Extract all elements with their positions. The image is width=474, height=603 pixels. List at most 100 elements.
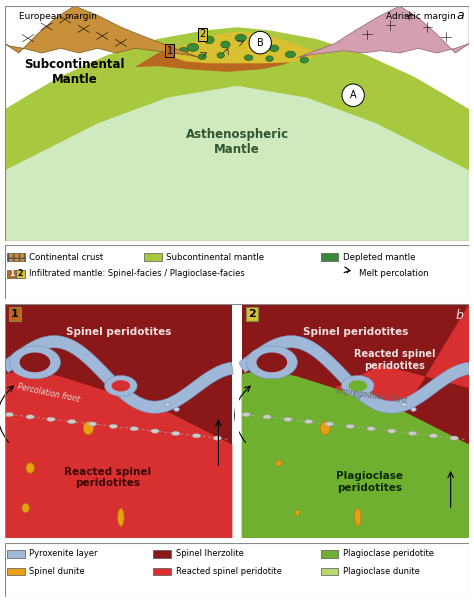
Text: 2: 2 bbox=[18, 270, 23, 279]
Ellipse shape bbox=[172, 431, 180, 435]
Ellipse shape bbox=[221, 41, 230, 48]
Ellipse shape bbox=[275, 461, 282, 466]
Ellipse shape bbox=[151, 429, 159, 433]
Ellipse shape bbox=[388, 429, 396, 433]
Ellipse shape bbox=[47, 417, 55, 421]
Ellipse shape bbox=[192, 434, 201, 438]
Ellipse shape bbox=[213, 436, 221, 440]
Polygon shape bbox=[246, 346, 297, 379]
Polygon shape bbox=[242, 370, 469, 538]
Text: Asthenospheric
Mantle: Asthenospheric Mantle bbox=[185, 128, 289, 156]
Ellipse shape bbox=[266, 56, 273, 62]
Bar bbox=[7, 270, 16, 277]
Bar bbox=[7, 253, 25, 261]
Text: Reacted spinel
peridotites: Reacted spinel peridotites bbox=[354, 349, 436, 371]
Ellipse shape bbox=[409, 431, 417, 435]
Polygon shape bbox=[19, 353, 50, 372]
Text: b: b bbox=[456, 309, 464, 322]
Ellipse shape bbox=[367, 426, 375, 431]
Polygon shape bbox=[1, 336, 233, 413]
Text: 1: 1 bbox=[9, 270, 14, 279]
Ellipse shape bbox=[179, 48, 188, 54]
Bar bbox=[320, 253, 338, 261]
Ellipse shape bbox=[411, 407, 416, 411]
Ellipse shape bbox=[285, 51, 295, 58]
Ellipse shape bbox=[355, 508, 361, 526]
Polygon shape bbox=[335, 304, 469, 412]
Ellipse shape bbox=[284, 417, 292, 421]
Ellipse shape bbox=[304, 420, 313, 424]
Ellipse shape bbox=[26, 463, 35, 473]
Text: Spinel lherzolite: Spinel lherzolite bbox=[176, 549, 244, 558]
Bar bbox=[320, 567, 338, 575]
Polygon shape bbox=[9, 346, 61, 379]
Text: Reacted spinel
peridotites: Reacted spinel peridotites bbox=[64, 467, 151, 488]
Bar bbox=[144, 253, 162, 261]
Ellipse shape bbox=[401, 403, 407, 407]
Text: 2: 2 bbox=[248, 309, 256, 320]
Polygon shape bbox=[256, 353, 287, 372]
Text: Spinel dunite: Spinel dunite bbox=[29, 567, 85, 576]
Ellipse shape bbox=[295, 510, 300, 516]
Text: Infiltrated mantle: Spinel-facies / Plagioclase-facies: Infiltrated mantle: Spinel-facies / Plag… bbox=[29, 270, 245, 279]
Polygon shape bbox=[135, 33, 307, 72]
Ellipse shape bbox=[22, 504, 29, 513]
Ellipse shape bbox=[5, 412, 14, 417]
Ellipse shape bbox=[217, 52, 225, 58]
Ellipse shape bbox=[174, 407, 179, 411]
Text: Subcontinental
Mantle: Subcontinental Mantle bbox=[24, 58, 125, 86]
Ellipse shape bbox=[88, 422, 97, 426]
Polygon shape bbox=[5, 27, 469, 241]
Ellipse shape bbox=[109, 425, 118, 429]
Ellipse shape bbox=[263, 415, 271, 419]
Bar bbox=[242, 304, 469, 538]
Text: Spinel peridotites: Spinel peridotites bbox=[303, 327, 408, 337]
Polygon shape bbox=[105, 376, 137, 396]
Text: European margin: European margin bbox=[18, 11, 97, 21]
Text: Subcontinental mantle: Subcontinental mantle bbox=[166, 253, 264, 262]
Ellipse shape bbox=[130, 426, 138, 431]
Text: Plagioclase
peridotites: Plagioclase peridotites bbox=[336, 472, 403, 493]
Text: 1: 1 bbox=[166, 46, 173, 55]
Ellipse shape bbox=[68, 420, 76, 424]
Polygon shape bbox=[5, 86, 469, 241]
Ellipse shape bbox=[198, 54, 206, 60]
Ellipse shape bbox=[270, 45, 279, 52]
Text: Depleted mantle: Depleted mantle bbox=[343, 253, 415, 262]
Text: Pyroxenite layer: Pyroxenite layer bbox=[29, 549, 98, 558]
Polygon shape bbox=[297, 6, 469, 58]
Ellipse shape bbox=[83, 421, 93, 435]
Polygon shape bbox=[342, 376, 374, 396]
Text: Continental crust: Continental crust bbox=[29, 253, 104, 262]
Ellipse shape bbox=[346, 425, 355, 429]
Bar bbox=[7, 550, 25, 558]
Text: Melt percolation: Melt percolation bbox=[359, 270, 428, 279]
Text: B: B bbox=[257, 37, 264, 48]
Bar bbox=[235, 304, 239, 538]
Bar bbox=[16, 270, 25, 277]
Ellipse shape bbox=[450, 436, 458, 440]
Polygon shape bbox=[167, 31, 320, 63]
Ellipse shape bbox=[118, 508, 124, 526]
Polygon shape bbox=[5, 370, 232, 538]
Ellipse shape bbox=[253, 39, 263, 46]
Ellipse shape bbox=[187, 43, 199, 51]
Text: Adriatic margin: Adriatic margin bbox=[385, 11, 456, 21]
Text: Spinel peridotites: Spinel peridotites bbox=[66, 327, 171, 337]
Ellipse shape bbox=[164, 403, 170, 407]
Ellipse shape bbox=[429, 434, 438, 438]
Ellipse shape bbox=[26, 415, 34, 419]
Polygon shape bbox=[111, 380, 130, 391]
Circle shape bbox=[342, 84, 365, 107]
Ellipse shape bbox=[245, 55, 253, 60]
Polygon shape bbox=[5, 6, 200, 58]
Text: A: A bbox=[350, 90, 356, 100]
Bar bbox=[5, 304, 232, 538]
Text: 2: 2 bbox=[199, 29, 205, 39]
Circle shape bbox=[249, 31, 272, 54]
Text: Plagioclase peridotite: Plagioclase peridotite bbox=[343, 549, 434, 558]
Ellipse shape bbox=[204, 36, 214, 43]
Polygon shape bbox=[348, 380, 367, 391]
Text: Plagioclase dunite: Plagioclase dunite bbox=[343, 567, 420, 576]
Ellipse shape bbox=[320, 421, 330, 435]
